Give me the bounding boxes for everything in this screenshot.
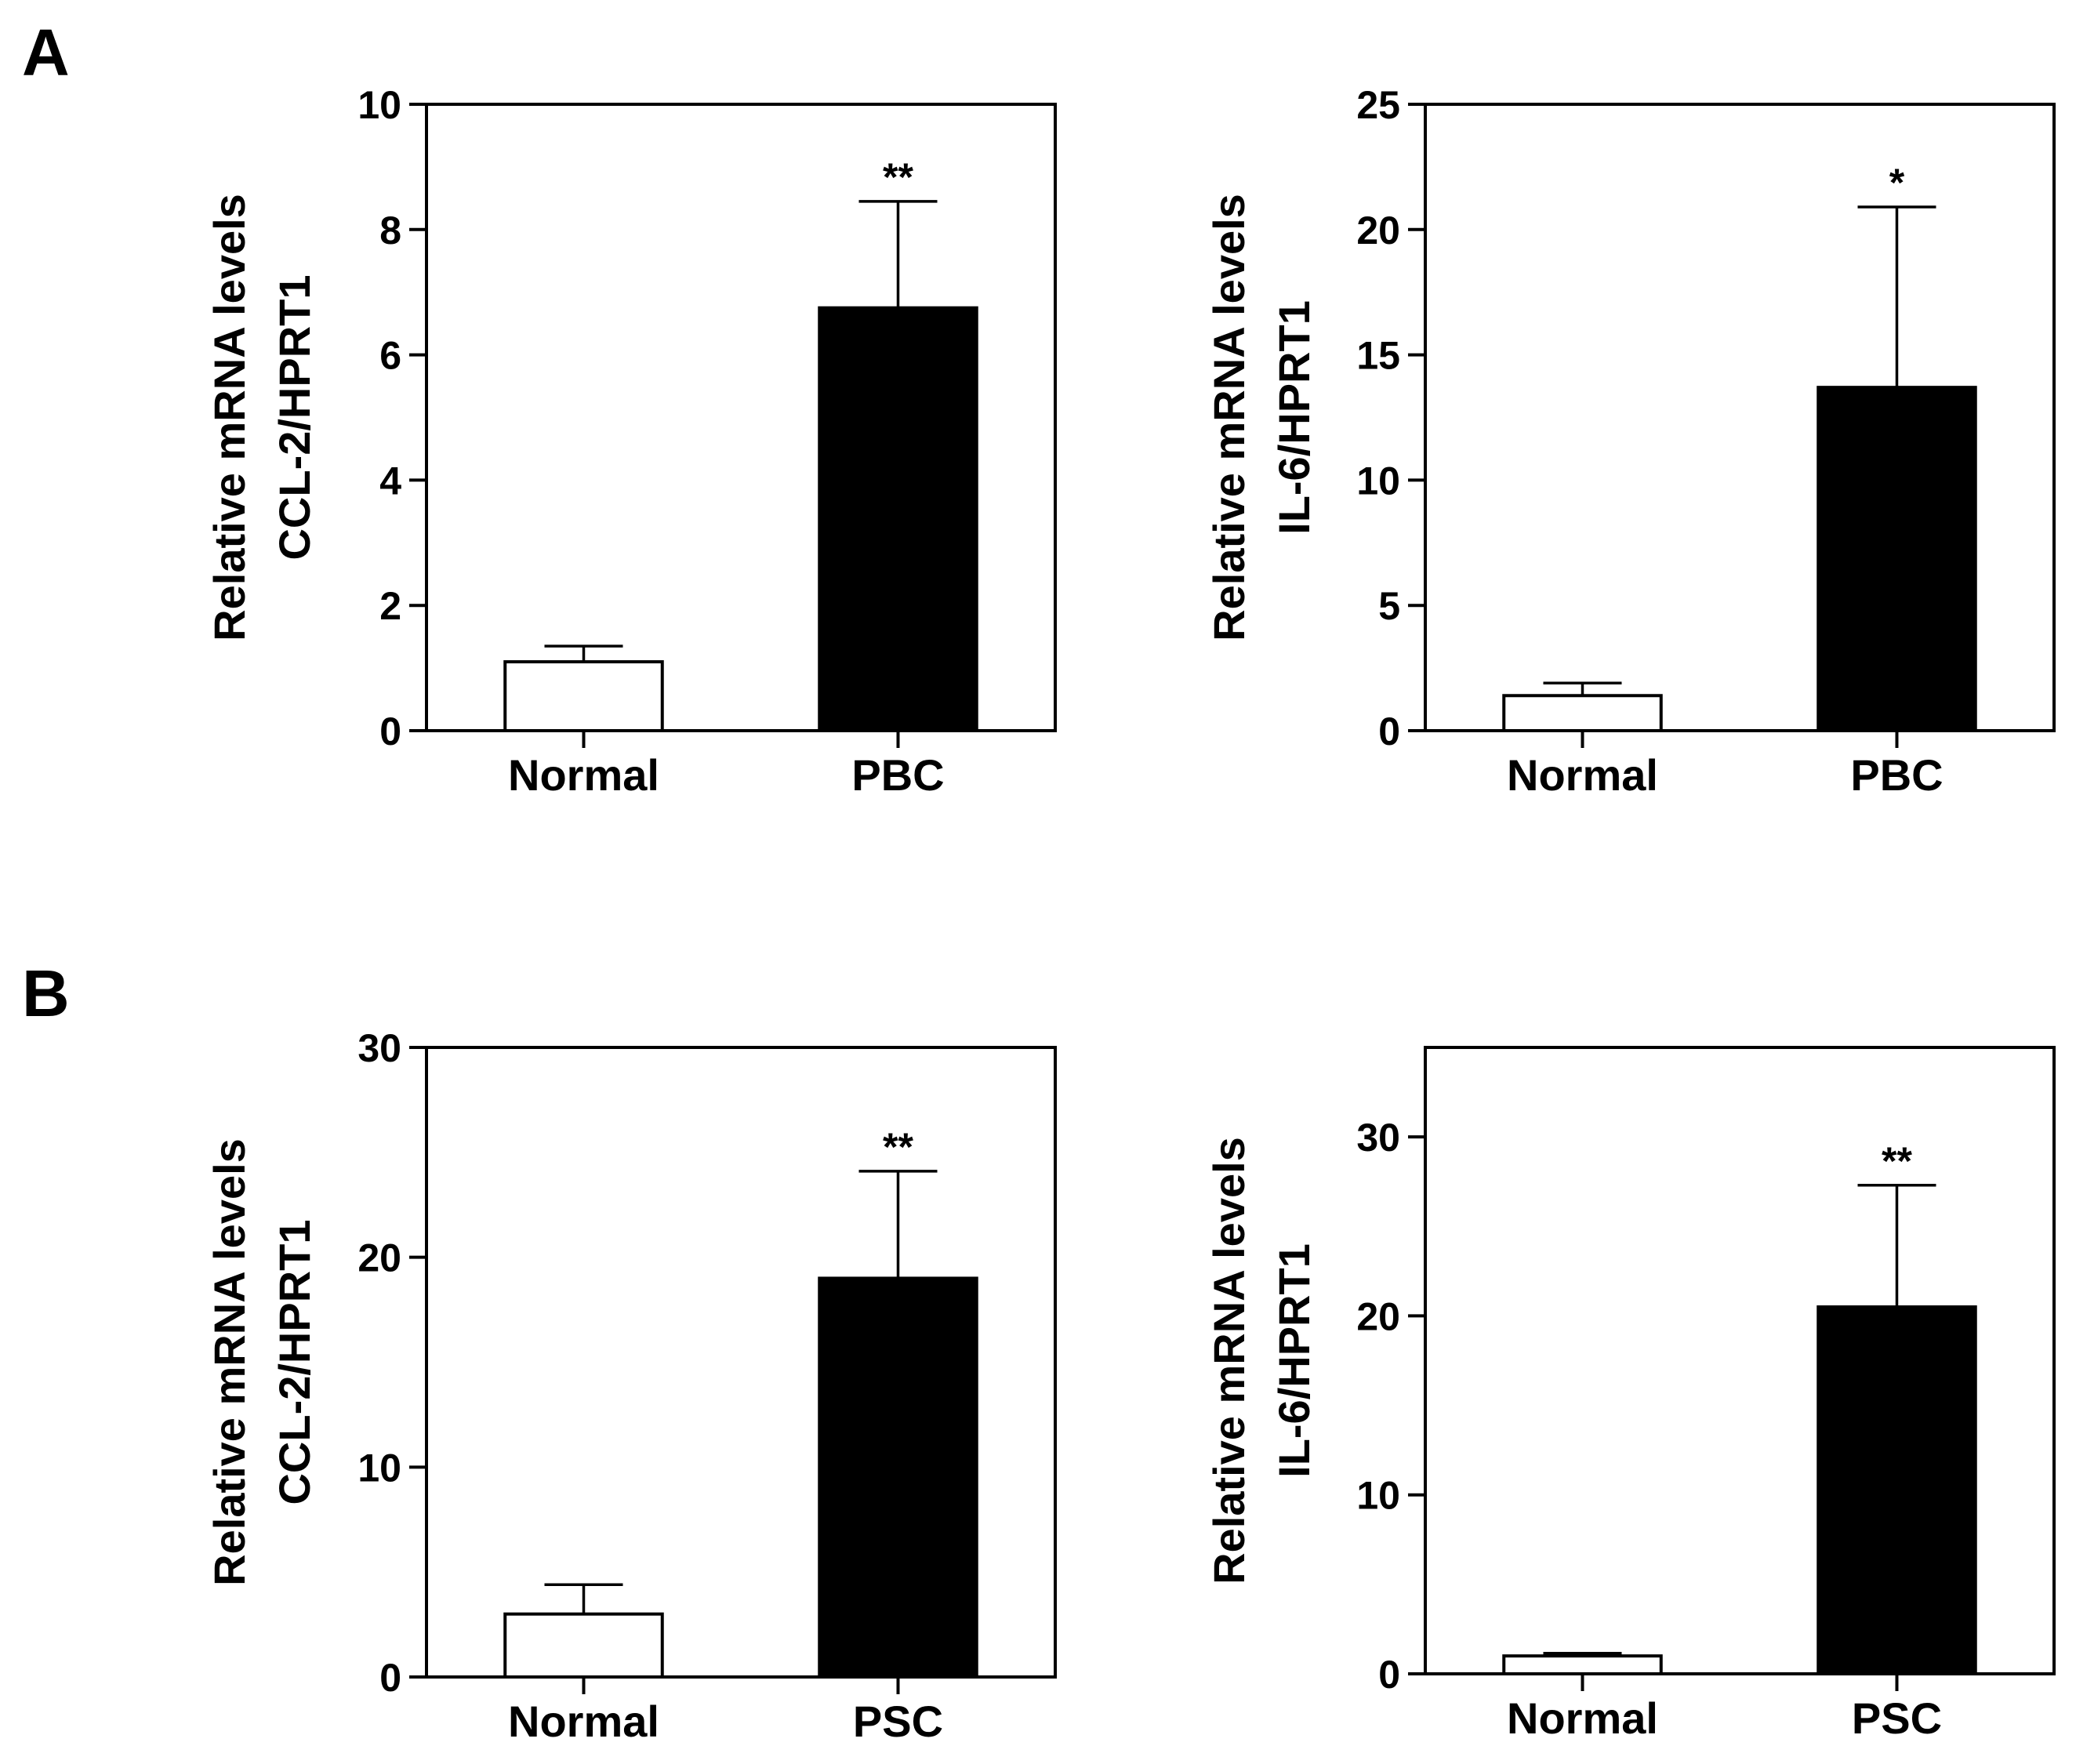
y-tick-label: 4 [379, 459, 401, 503]
x-category-label: PSC [853, 1697, 943, 1746]
chart-a-ccl2: 0 2 4 6 8 10 Normal ** PBC Relative mRNA levels CC… [205, 83, 1057, 800]
y-tick-label: 10 [1356, 459, 1400, 503]
y-tick-label: 30 [357, 1026, 401, 1070]
y-axis-title-line1: Relative mRNA levels [1204, 1137, 1254, 1584]
bar-normal [1502, 1654, 1663, 1675]
y-axis-title-line2: IL-6/HPRT1 [1269, 1243, 1319, 1478]
y-tick-label: 10 [1356, 1474, 1400, 1518]
x-category-label: Normal [508, 1697, 659, 1746]
plot-frame [425, 103, 1057, 732]
significance-label: * [1889, 161, 1905, 205]
plot-frame [425, 1046, 1057, 1679]
panel-label-a: A [22, 16, 70, 89]
y-tick-label: 10 [357, 83, 401, 127]
chart-b-il6: 0 10 20 30 Normal ** PSC Relative mRNA levels IL… [1204, 1046, 2056, 1743]
y-axis-title-line1: Relative mRNA levels [1204, 194, 1254, 641]
y-tick-label: 8 [379, 209, 401, 252]
bar-psc [1816, 1305, 1977, 1675]
chart-a-il6: 0 5 10 15 20 25 Normal * PBC Relative mRNA levels… [1204, 83, 2056, 800]
bar-psc [818, 1276, 978, 1679]
y-tick-label: 20 [1356, 1294, 1400, 1338]
y-tick-label: 2 [379, 584, 401, 628]
x-category-label: Normal [1507, 750, 1658, 800]
significance-label: ** [883, 155, 913, 199]
x-category-label: PSC [1852, 1693, 1942, 1743]
y-tick-label: 5 [1378, 584, 1400, 628]
x-category-label: PBC [1850, 750, 1943, 800]
significance-label: ** [1882, 1139, 1912, 1183]
x-category-label: Normal [1507, 1693, 1658, 1743]
y-tick-label: 0 [1378, 1653, 1400, 1697]
y-tick-label: 0 [379, 710, 401, 753]
y-tick-label: 10 [357, 1446, 401, 1490]
plot-frame [1424, 103, 2056, 732]
bar-pbc [1816, 386, 1977, 732]
y-tick-label: 0 [379, 1656, 401, 1700]
chart-b-ccl2: 0 10 20 30 Normal ** PSC Relative mRNA levels CC… [205, 1026, 1057, 1746]
y-axis-title-line2: CCL-2/HPRT1 [270, 1219, 319, 1504]
x-category-label: Normal [508, 750, 659, 800]
y-tick-label: 6 [379, 334, 401, 378]
y-tick-label: 15 [1356, 334, 1400, 378]
bar-normal [1502, 694, 1663, 732]
y-axis-title-line2: IL-6/HPRT1 [1269, 300, 1319, 535]
y-axis-title-line1: Relative mRNA levels [205, 194, 254, 641]
bar-pbc [818, 306, 978, 732]
y-axis-title-line2: CCL-2/HPRT1 [270, 274, 319, 560]
y-tick-label: 20 [357, 1236, 401, 1280]
y-tick-label: 30 [1356, 1116, 1400, 1160]
y-tick-label: 0 [1378, 710, 1400, 753]
plot-frame [1424, 1046, 2056, 1675]
bar-normal [503, 660, 664, 732]
bar-normal [503, 1612, 664, 1679]
x-category-label: PBC [851, 750, 944, 800]
panel-label-b: B [22, 956, 70, 1030]
significance-label: ** [883, 1125, 913, 1169]
y-tick-label: 20 [1356, 209, 1400, 252]
y-axis-title-line1: Relative mRNA levels [205, 1138, 254, 1586]
y-tick-label: 25 [1356, 83, 1400, 127]
